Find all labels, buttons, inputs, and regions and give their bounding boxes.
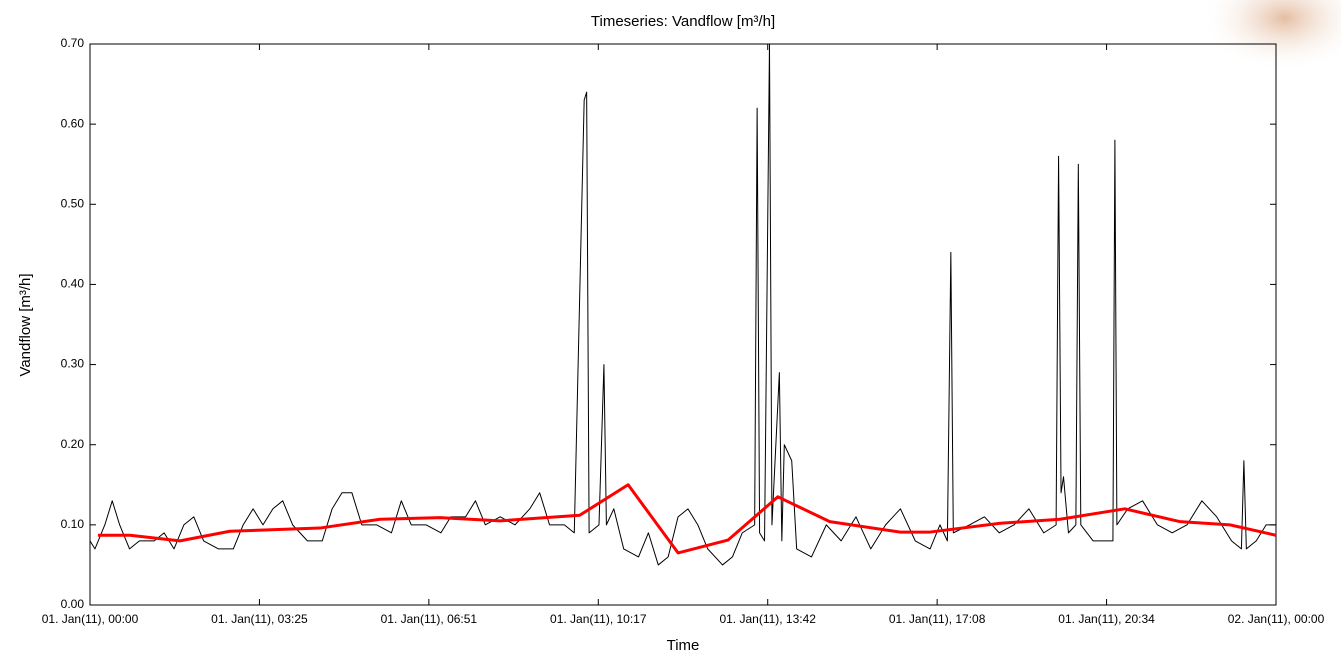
y-tick-label: 0.10 (61, 517, 85, 531)
y-axis-label: Vandflow [m³/h] (17, 273, 34, 376)
x-axis-label: Time (667, 637, 700, 654)
y-tick-label: 0.00 (61, 597, 85, 611)
y-tick-label: 0.50 (61, 196, 85, 210)
y-tick-label: 0.70 (61, 36, 85, 50)
y-tick-label: 0.30 (61, 357, 85, 371)
plot-frame (89, 43, 1277, 606)
x-tick-label: 01. Jan(11), 13:42 (719, 612, 816, 626)
x-tick-label: 02. Jan(11), 00:00 (1228, 612, 1325, 626)
decoration (1200, 0, 1341, 90)
chart-title: Timeseries: Vandflow [m³/h] (591, 13, 775, 30)
x-tick-label: 01. Jan(11), 20:34 (1058, 612, 1155, 626)
y-tick-label: 0.40 (61, 277, 85, 291)
series-line (89, 43, 1276, 566)
x-tick-label: 01. Jan(11), 10:17 (550, 612, 647, 626)
y-tick-label: 0.60 (61, 116, 85, 130)
x-tick-label: 01. Jan(11), 17:08 (889, 612, 986, 626)
x-tick-label: 01. Jan(11), 00:00 (42, 612, 139, 626)
y-tick-label: 0.20 (61, 437, 85, 451)
x-tick-label: 01. Jan(11), 03:25 (211, 612, 308, 626)
x-tick-label: 01. Jan(11), 06:51 (381, 612, 478, 626)
series-line (97, 483, 1277, 555)
